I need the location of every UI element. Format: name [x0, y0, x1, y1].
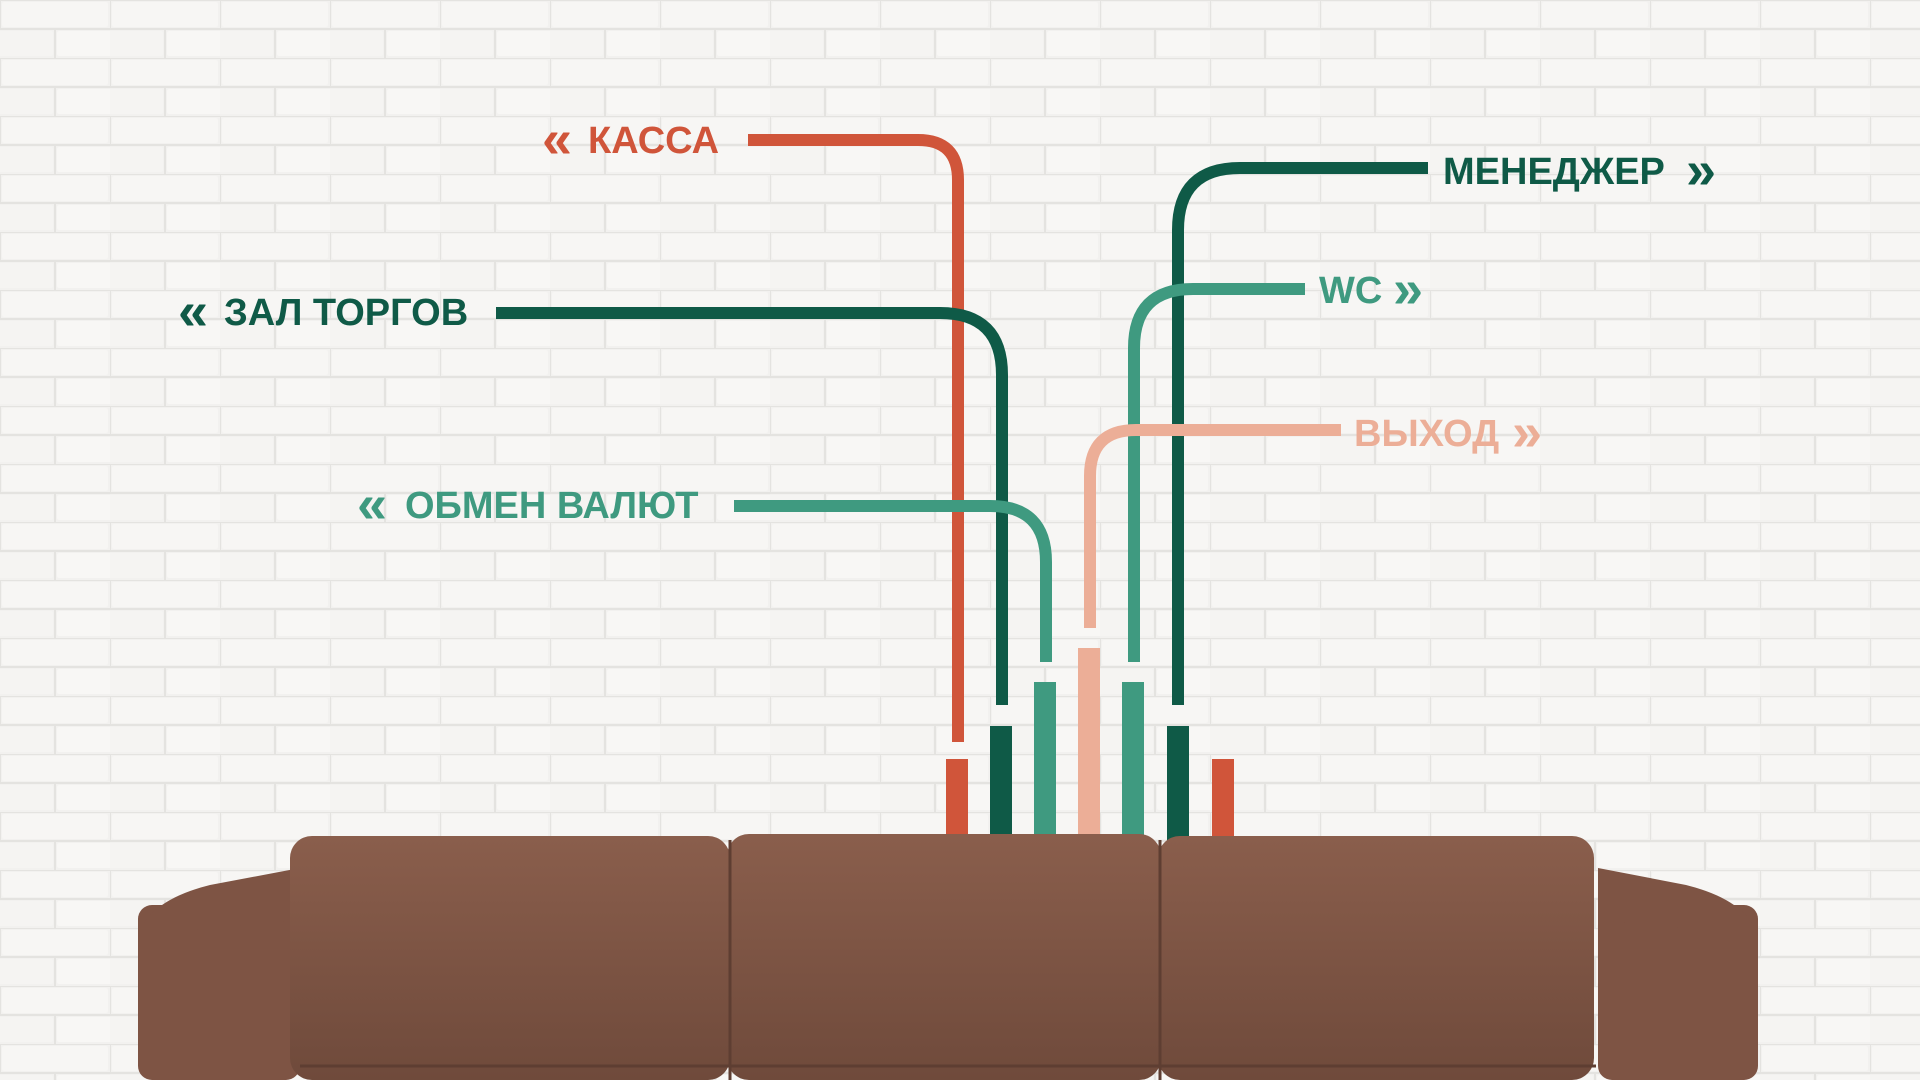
- zal-torgov-line: [496, 307, 1008, 705]
- sofa-back-cushion-left: [290, 836, 730, 1080]
- wc-block: [1122, 682, 1144, 854]
- sofa-left-arm-top: [138, 868, 300, 935]
- sign-exit: ВЫХОД »: [1354, 402, 1542, 462]
- sofa: [138, 834, 1758, 1080]
- double-chevron-right-icon: »: [1512, 402, 1542, 462]
- kassa-line: [748, 134, 964, 742]
- sofa-right-arm-top: [1598, 868, 1758, 935]
- double-chevron-left-icon: «: [357, 474, 387, 534]
- sign-obmen-valyut-label: ОБМЕН ВАЛЮТ: [405, 485, 698, 527]
- sign-zal-torgov-label: ЗАЛ ТОРГОВ: [224, 292, 468, 334]
- sign-wc: WC »: [1319, 259, 1423, 319]
- sign-zal-torgov: « ЗАЛ ТОРГОВ: [178, 281, 468, 341]
- sign-kassa-label: КАССА: [588, 120, 719, 162]
- sofa-right-arm: [1598, 905, 1758, 1080]
- exit-block: [1078, 648, 1100, 854]
- wc-line: [1128, 283, 1305, 662]
- obmen-valyut-line: [734, 500, 1052, 662]
- double-chevron-left-icon: «: [542, 109, 572, 169]
- obmen-valyut-block: [1034, 682, 1056, 854]
- sign-wc-label: WC: [1319, 270, 1382, 312]
- double-chevron-right-icon: »: [1393, 259, 1423, 319]
- sofa-back-cushion-right: [1158, 836, 1594, 1080]
- sofa-left-arm: [138, 905, 300, 1080]
- sign-obmen-valyut: « ОБМЕН ВАЛЮТ: [357, 474, 698, 534]
- zal-torgov-block: [990, 726, 1012, 854]
- double-chevron-left-icon: «: [178, 281, 208, 341]
- sign-manager: МЕНЕДЖЕР »: [1443, 140, 1716, 200]
- sign-exit-label: ВЫХОД: [1354, 413, 1499, 455]
- kassa-block: [946, 759, 968, 854]
- sign-manager-label: МЕНЕДЖЕР: [1443, 151, 1665, 193]
- manager-line: [1172, 162, 1428, 705]
- double-chevron-right-icon: »: [1686, 140, 1716, 200]
- manager-block: [1167, 726, 1189, 854]
- sign-kassa: « КАССА: [542, 109, 719, 169]
- sofa-back-cushion-middle: [727, 834, 1161, 1080]
- extra-red-block: [1212, 759, 1234, 854]
- exit-line: [1084, 424, 1341, 628]
